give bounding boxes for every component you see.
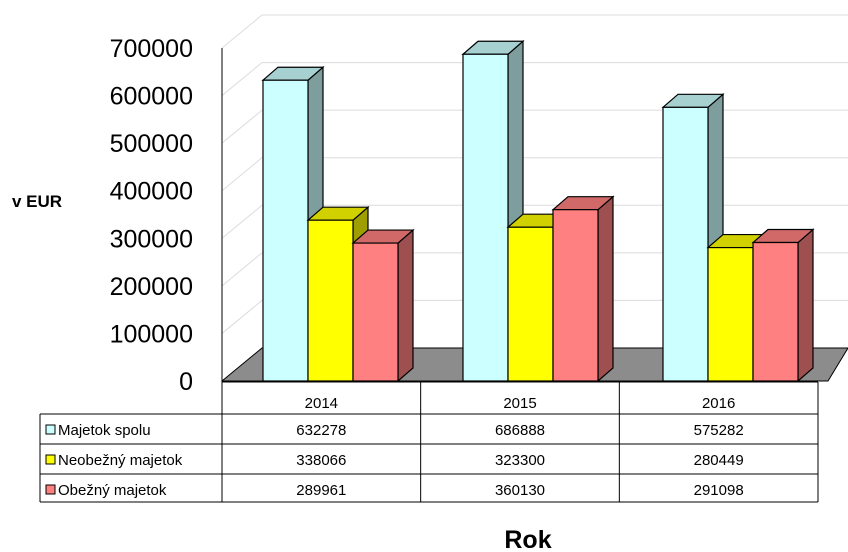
- bar-side: [797, 228, 814, 383]
- bar-front: [552, 209, 599, 382]
- table-value-cell: 632278: [296, 422, 346, 439]
- bar-front: [307, 219, 354, 382]
- gridline-side: [221, 109, 263, 144]
- gridline-side: [221, 62, 263, 96]
- legend-swatch: [45, 424, 56, 435]
- bar-front: [352, 242, 399, 382]
- bar-side: [597, 195, 614, 383]
- table-value-cell: 291098: [694, 482, 744, 499]
- y-tick-label: 700000: [110, 35, 193, 63]
- legend-swatch: [45, 484, 56, 495]
- y-axis: 0 100000 200000 300000 400000 500000 600000 700…: [110, 35, 193, 396]
- y-tick-label: 600000: [110, 83, 193, 111]
- table-header-cell: 2014: [305, 395, 338, 412]
- y-tick-label: 300000: [110, 225, 193, 253]
- legend-label: Majetok spolu: [58, 422, 151, 439]
- gridline-side: [221, 252, 263, 287]
- table-value-cell: 323300: [495, 452, 545, 469]
- bars: [261, 39, 815, 383]
- bar-side: [397, 228, 414, 383]
- legend-label: Obežný majetok: [58, 482, 167, 499]
- table-value-cell: 289961: [296, 482, 346, 499]
- data-table: 2014 2015 2016 Majetok spolu 632278 686888 575…: [39, 381, 819, 503]
- legend-swatch: [45, 454, 56, 465]
- bar-front: [462, 53, 509, 382]
- x-axis-label: Rok: [504, 526, 551, 552]
- table-header-cell: 2015: [503, 395, 536, 412]
- table-value-cell: 280449: [694, 452, 744, 469]
- bar: [551, 195, 615, 383]
- bar-front: [752, 241, 799, 382]
- gridline-side: [221, 157, 263, 192]
- table-value-cell: 686888: [495, 422, 545, 439]
- y-tick-label: 0: [179, 368, 193, 396]
- bar: [261, 65, 325, 383]
- bar-front: [262, 79, 309, 382]
- table-value-cell: 575282: [694, 422, 744, 439]
- y-tick-label: 400000: [110, 178, 193, 206]
- gridline-side: [221, 204, 263, 239]
- table-value-cell: 338066: [296, 452, 346, 469]
- table-header-cell: 2016: [702, 395, 735, 412]
- legend-label: Neobežný majetok: [58, 452, 183, 469]
- bar-front: [707, 246, 754, 382]
- bar: [351, 228, 415, 383]
- bar: [461, 39, 525, 383]
- y-tick-label: 500000: [110, 130, 193, 158]
- bar-front: [507, 226, 554, 382]
- bar: [751, 228, 815, 383]
- y-tick-label: 100000: [110, 320, 193, 348]
- gridline-side: [221, 14, 263, 49]
- gridline-side: [221, 300, 263, 334]
- y-axis-label: v EUR: [12, 192, 62, 211]
- y-tick-label: 200000: [110, 273, 193, 301]
- bar-front: [662, 106, 709, 382]
- table-value-cell: 360130: [495, 482, 545, 499]
